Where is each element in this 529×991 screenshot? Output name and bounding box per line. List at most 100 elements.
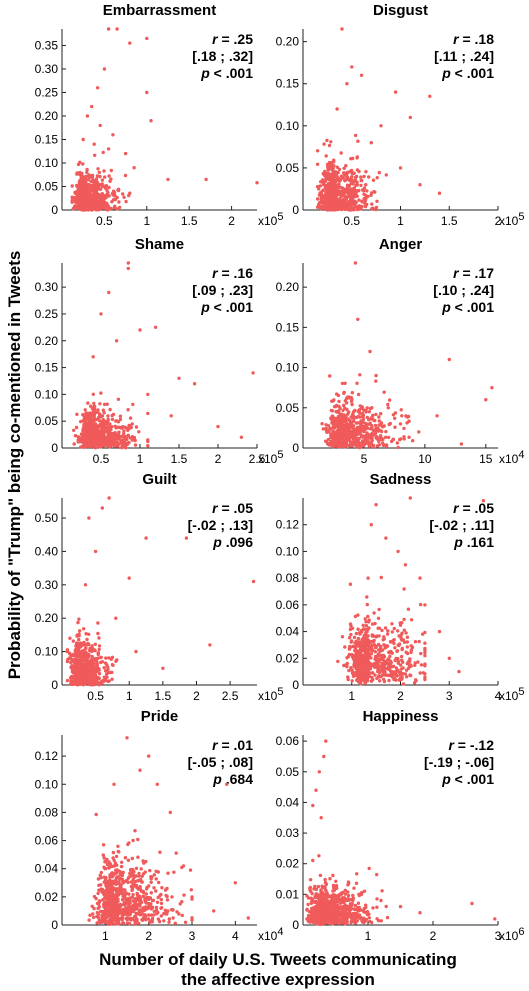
data-point	[311, 803, 315, 808]
data-point	[116, 420, 121, 424]
data-point	[378, 436, 382, 440]
panel-title: Shame	[135, 236, 184, 253]
data-point	[109, 168, 114, 173]
data-point	[78, 682, 83, 686]
data-point	[127, 423, 131, 428]
data-point	[107, 902, 111, 907]
y-tick-label: 0.10	[35, 645, 59, 659]
data-point	[355, 381, 359, 385]
data-point	[348, 582, 353, 586]
data-point	[318, 201, 322, 205]
data-point	[90, 174, 94, 178]
data-point	[421, 671, 426, 675]
y-tick-label: 0.30	[35, 62, 59, 76]
data-point	[120, 873, 125, 878]
x-multiplier-exponent: 6	[518, 926, 524, 938]
y-tick-label: 0.35	[35, 38, 59, 52]
data-point	[92, 401, 96, 406]
data-point	[350, 178, 354, 182]
data-point	[90, 676, 95, 681]
data-point	[126, 858, 131, 862]
data-point	[338, 436, 343, 440]
data-point	[137, 909, 141, 914]
y-tick-label: 0.15	[35, 132, 59, 146]
data-point	[81, 177, 85, 181]
data-point	[132, 166, 136, 170]
data-point	[361, 648, 365, 653]
data-point	[87, 173, 91, 177]
data-point	[336, 659, 340, 664]
data-point	[85, 637, 89, 642]
data-point	[459, 442, 464, 446]
data-point	[124, 906, 128, 910]
data-point	[97, 183, 102, 188]
stat-p-value: < .001	[451, 299, 494, 315]
data-point	[115, 207, 119, 211]
data-point	[98, 402, 102, 406]
data-point	[393, 411, 398, 415]
data-point	[324, 739, 328, 743]
data-point	[329, 416, 334, 420]
y-tick-label: 0.30	[35, 578, 59, 592]
data-point	[380, 653, 385, 658]
data-point	[364, 170, 368, 174]
data-point	[86, 428, 90, 432]
data-point	[344, 420, 348, 424]
data-point	[396, 629, 400, 633]
stat-ci: [.09 ; .23]	[192, 282, 253, 298]
data-point	[157, 919, 162, 924]
data-point	[114, 616, 118, 620]
data-point	[322, 142, 326, 146]
data-point	[400, 631, 404, 635]
data-point	[149, 119, 153, 123]
data-point	[335, 165, 339, 169]
data-point	[417, 430, 421, 434]
data-point	[168, 810, 172, 815]
data-point	[100, 182, 104, 186]
stat-r: r = .05	[453, 500, 494, 516]
data-point	[375, 199, 379, 203]
data-point	[98, 203, 102, 207]
y-tick-label: 0.05	[276, 765, 300, 779]
data-point	[85, 170, 89, 174]
data-point	[332, 426, 337, 430]
data-point	[328, 441, 333, 445]
data-point	[349, 639, 354, 643]
data-point	[369, 141, 373, 145]
data-point	[74, 667, 78, 672]
data-point	[364, 408, 368, 413]
data-point	[175, 910, 179, 914]
data-point	[362, 196, 366, 201]
panel-embarrassment: Embarrassment00.050.100.150.200.250.300.…	[35, 2, 284, 228]
data-point	[90, 193, 94, 197]
x-multiplier: x105	[258, 449, 283, 466]
data-point	[212, 909, 216, 913]
data-point	[112, 858, 116, 863]
stat-r: r = .18	[453, 31, 494, 47]
y-tick-label: 0.40	[35, 544, 59, 558]
data-point	[369, 656, 373, 660]
data-point	[354, 174, 359, 179]
data-point	[85, 659, 89, 664]
y-tick-label: 0.01	[276, 887, 300, 901]
data-point	[81, 162, 85, 166]
data-point	[159, 914, 163, 918]
x-tick-label: 5	[361, 452, 368, 466]
data-point	[155, 900, 160, 904]
data-point	[125, 912, 130, 916]
data-point	[358, 404, 362, 408]
data-point	[359, 419, 363, 423]
data-point	[365, 189, 369, 193]
data-point	[321, 183, 326, 187]
data-point	[98, 873, 102, 878]
data-point	[123, 903, 127, 907]
data-point	[340, 414, 345, 418]
x-tick-label: 2	[215, 452, 222, 466]
y-tick-label: 0	[292, 203, 299, 217]
data-point	[169, 414, 173, 418]
y-tick-label: 0.02	[276, 651, 300, 665]
data-point	[96, 631, 100, 636]
data-point	[365, 649, 369, 653]
data-point	[136, 855, 140, 859]
data-point	[423, 603, 427, 607]
